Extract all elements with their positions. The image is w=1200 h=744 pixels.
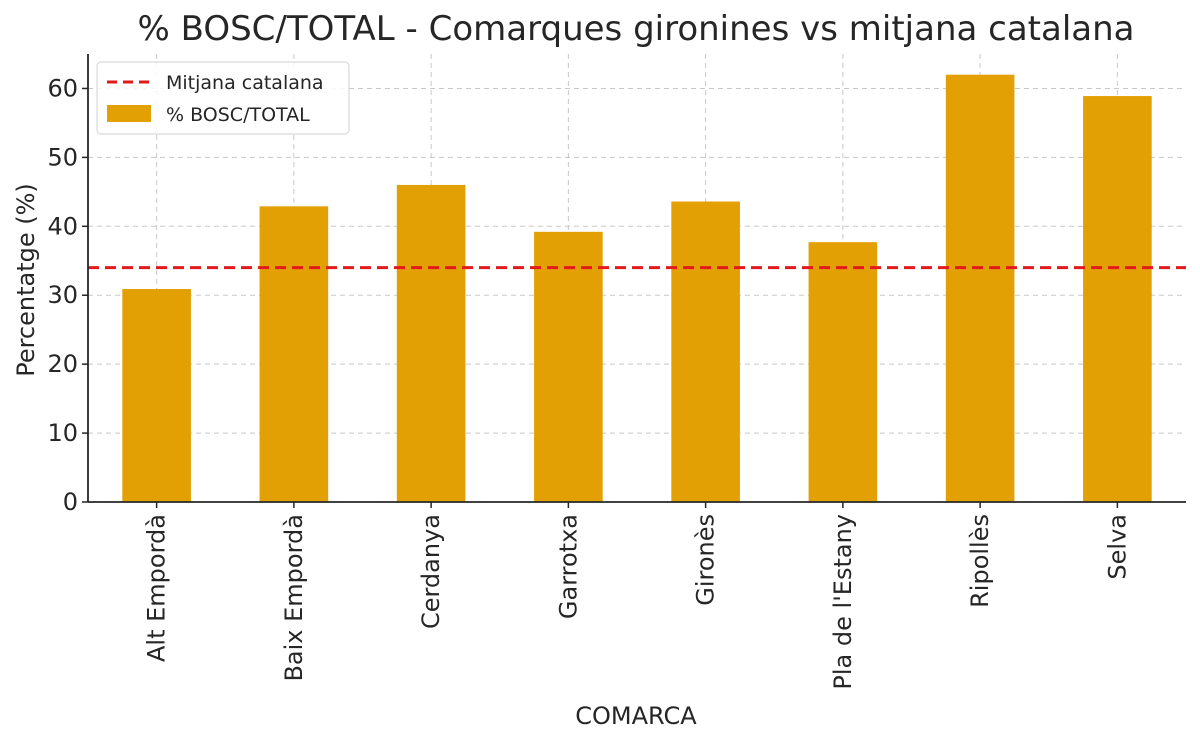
y-tick-label: 10 <box>47 419 78 447</box>
y-tick-label: 50 <box>47 143 78 171</box>
x-tick-label: Cerdanya <box>417 514 445 629</box>
bar <box>808 242 878 502</box>
bar <box>259 206 329 502</box>
legend-frame <box>96 61 350 135</box>
x-tick-label: Pla de l'Estany <box>829 514 857 690</box>
x-tick-label: Alt Empordà <box>143 514 171 662</box>
x-tick-label: Ripollès <box>966 514 994 608</box>
y-tick-label: 20 <box>47 350 78 378</box>
bar <box>122 289 191 502</box>
x-tick-label: Selva <box>1103 514 1131 580</box>
y-tick-label: 40 <box>47 212 78 240</box>
x-ticks: Alt Empordà Baix Empordà Cerdanya Garrotxa G… <box>143 502 1131 690</box>
chart-title: % BOSC/TOTAL - Comarques gironines vs mi… <box>138 9 1135 49</box>
x-axis-label: COMARCA <box>575 702 697 730</box>
y-tick-label: 30 <box>47 281 78 309</box>
x-tick-label: Garrotxa <box>554 514 582 619</box>
x-tick-label: Gironès <box>692 514 720 606</box>
bar <box>396 184 466 502</box>
bar <box>945 74 1015 502</box>
bar <box>534 231 603 502</box>
legend-reference-label: Mitjana catalana <box>166 72 324 94</box>
bars <box>122 74 1152 502</box>
bar <box>1083 96 1152 502</box>
y-ticks: 0 10 20 30 40 50 60 <box>47 74 88 516</box>
x-tick-label: Baix Empordà <box>280 514 308 682</box>
y-axis-label: Percentatge (%) <box>12 183 40 377</box>
legend-bar-swatch <box>107 105 151 122</box>
axes <box>87 54 1186 503</box>
legend: Mitjana catalana % BOSC/TOTAL <box>96 61 350 135</box>
legend-bar-label: % BOSC/TOTAL <box>166 104 310 126</box>
y-tick-label: 0 <box>63 488 78 516</box>
bar <box>671 201 740 502</box>
y-tick-label: 60 <box>47 74 78 102</box>
